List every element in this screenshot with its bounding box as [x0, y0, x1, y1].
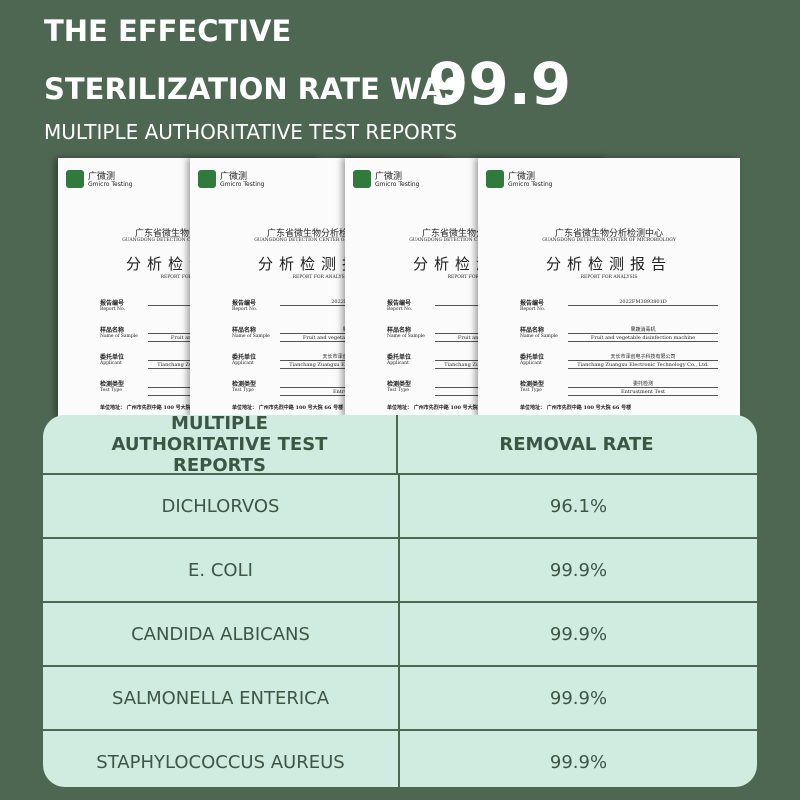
contaminant-name: DICHLORVOS	[43, 475, 400, 537]
field-label: 委托单位	[387, 354, 412, 361]
logo-text: 广微测	[220, 172, 248, 182]
field-label-en: Name of Sample	[520, 334, 558, 339]
field-label-en: Test Type	[100, 388, 122, 393]
field-label-en: Test Type	[232, 388, 254, 393]
subtitle: MULTIPLE AUTHORITATIVE TEST REPORTS	[44, 120, 458, 144]
center-name: 广东省微生物分析检测中心	[266, 229, 375, 239]
field-label-en: Name of Sample	[100, 334, 138, 339]
field-label: 样品名称	[387, 327, 412, 334]
logo-subtext: Gmicro Testing	[88, 181, 133, 188]
table: MULTIPLE AUTHORITATIVE TEST REPORTS REMOV…	[43, 415, 757, 787]
field-label: 委托单位	[100, 354, 125, 361]
logo-subtext: Gmicro Testing	[220, 181, 265, 188]
center-name-en: GUANGDONG DETECTION CENTER OF MICROBIOLO…	[254, 238, 388, 243]
field-label-en: Applicant	[232, 361, 254, 366]
removal-rate: 99.9%	[549, 559, 608, 581]
field-label-en: Test Type	[387, 388, 409, 393]
table-row: DICHLORVOS 96.1%	[43, 473, 757, 537]
logo-text: 广微测	[508, 172, 536, 182]
center-name-en: GUANGDONG DETECTION CENTER OF MICROBIOLO…	[409, 238, 543, 243]
table-row: CANDIDA ALBICANS 99.9%	[43, 601, 757, 665]
column-header: REMOVAL RATE	[499, 433, 654, 455]
table-row: STAPHYLOCOCCUS AUREUS 99.9%	[43, 729, 757, 787]
field-label: 报告编号	[100, 300, 125, 307]
report-title-en: REPORT FOR ANALYSIS	[580, 275, 638, 280]
contaminant-name: E. COLI	[43, 539, 400, 601]
field-label-en: Report No.	[100, 307, 126, 312]
field-label: 报告编号	[520, 300, 545, 307]
center-name: 广东省微生物分析检测中心	[421, 229, 530, 239]
contaminant-name: STAPHYLOCOCCUS AUREUS	[43, 731, 400, 787]
logo-icon	[353, 170, 371, 188]
table-row: E. COLI 99.9%	[43, 537, 757, 601]
center-name-en: GUANGDONG DETECTION CENTER OF MICROBIOLO…	[542, 238, 676, 243]
highlight-number: 99.9	[428, 50, 572, 118]
field-label: 样品名称	[520, 327, 545, 334]
center-name: 广东省微生物分析检测中心	[554, 229, 663, 239]
center-name-en: GUANGDONG DETECTION CENTER OF MICROBIOLO…	[122, 238, 256, 243]
header-row: MULTIPLE AUTHORITATIVE TEST REPORTS REMOV…	[43, 415, 757, 476]
field-label-en: Report No.	[387, 307, 413, 312]
logo-subtext: Gmicro Testing	[375, 181, 420, 188]
field-value: 委托检测	[568, 380, 718, 388]
report-title-en: REPORT FOR ANALYSIS	[292, 275, 350, 280]
logo-text: 广微测	[88, 172, 116, 182]
field-label-en: Applicant	[100, 361, 122, 366]
report-title-en: REPORT FOR ANALYSIS	[160, 275, 218, 280]
address: 单位地址： 广州市先烈中路 100 号大院 66 号楼	[100, 405, 212, 411]
field-value: 果蔬消毒机	[568, 326, 718, 334]
field-label-en: Report No.	[232, 307, 258, 312]
field-value-en: Tianchang Zuangxu Electronic Technology …	[568, 362, 718, 369]
address: 单位地址： 广州市先烈中路 100 号大院 66 号楼	[520, 405, 632, 411]
center-name: 广东省微生物分析检测中心	[134, 229, 243, 239]
field-label: 报告编号	[387, 300, 412, 307]
field-label-en: Applicant	[520, 361, 542, 366]
title-line1: THE EFFECTIVE	[44, 14, 292, 48]
removal-rate: 96.1%	[549, 495, 608, 517]
field-label: 委托单位	[520, 354, 545, 361]
field-label-en: Name of Sample	[387, 334, 425, 339]
field-label: 委托单位	[232, 354, 257, 361]
field-label-en: Report No.	[520, 307, 546, 312]
field-label-en: Applicant	[387, 361, 409, 366]
column-header: MULTIPLE AUTHORITATIVE TEST REPORTS	[43, 415, 398, 476]
field-label: 检测类型	[520, 381, 545, 388]
field-label: 检测类型	[100, 381, 125, 388]
logo-icon	[486, 170, 504, 188]
certificate: 广微测 Gmicro Testing 广东省微生物分析检测中心 GUANGDONG D…	[478, 158, 740, 418]
title-line2: STERILIZATION RATE WAS	[44, 72, 464, 106]
report-title: 分析检测报告	[545, 255, 672, 273]
field-value-en: Fruit and vegetable disinfection machine	[568, 335, 718, 342]
field-value-en: Entrustment Test	[568, 389, 718, 396]
field-label: 检测类型	[232, 381, 257, 388]
report-title-en: REPORT FOR ANALYSIS	[447, 275, 505, 280]
logo-icon	[198, 170, 216, 188]
contaminant-name: CANDIDA ALBICANS	[43, 603, 400, 665]
contaminant-name: SALMONELLA ENTERICA	[43, 667, 400, 729]
field-label: 报告编号	[232, 300, 257, 307]
field-label-en: Test Type	[520, 388, 542, 393]
removal-rate: 99.9%	[549, 687, 608, 709]
logo-subtext: Gmicro Testing	[508, 181, 553, 188]
field-value: 2022FM3893801D	[568, 299, 718, 306]
address: 单位地址： 广州市先烈中路 100 号大院 66 号楼	[232, 405, 344, 411]
field-label-en: Name of Sample	[232, 334, 270, 339]
field-label: 样品名称	[232, 327, 257, 334]
table-row: SALMONELLA ENTERICA 99.9%	[43, 665, 757, 729]
logo-icon	[66, 170, 84, 188]
logo-text: 广微测	[375, 172, 403, 182]
removal-rate: 99.9%	[549, 751, 608, 773]
address: 单位地址： 广州市先烈中路 100 号大院 66 号楼	[387, 405, 499, 411]
field-label: 检测类型	[387, 381, 412, 388]
field-value: 天长市泽创电子科技有限公司	[568, 353, 718, 361]
removal-rate: 99.9%	[549, 623, 608, 645]
field-label: 样品名称	[100, 327, 125, 334]
